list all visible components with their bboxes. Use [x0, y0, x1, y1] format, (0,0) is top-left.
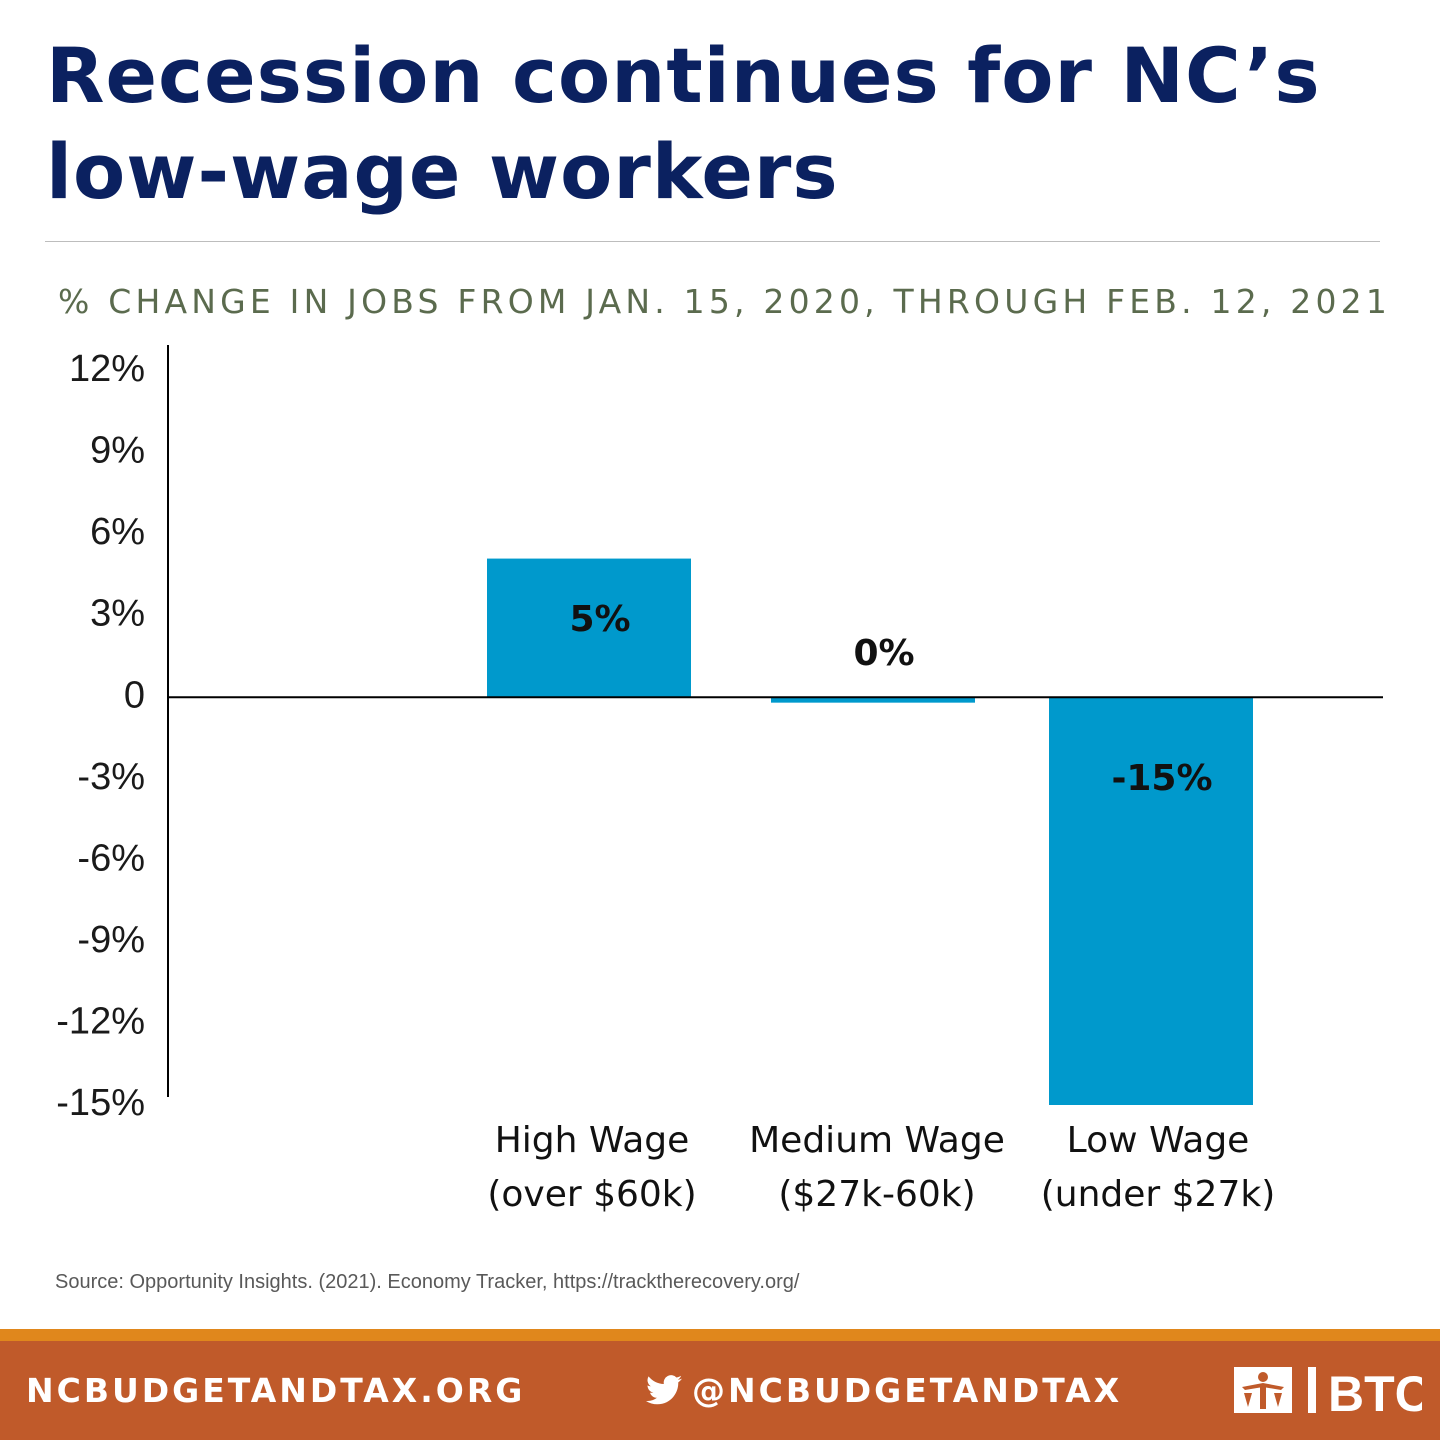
category-label: High Wage	[495, 1120, 690, 1161]
logo-text: BTC	[1328, 1366, 1422, 1417]
website-link[interactable]: NCBUDGETANDTAX.ORG	[26, 1371, 526, 1410]
y-tick-label: 12%	[69, 348, 145, 390]
y-tick-label: -12%	[56, 1000, 145, 1042]
category-label: Low Wage	[1067, 1120, 1250, 1161]
footer-stripe	[0, 1329, 1440, 1341]
y-tick-label: 3%	[90, 593, 145, 635]
data-label: 0%	[853, 633, 914, 674]
title-divider	[45, 241, 1380, 242]
y-tick-label: -9%	[77, 919, 145, 961]
y-tick-label: -3%	[77, 756, 145, 798]
category-sublabel: ($27k-60k)	[778, 1174, 975, 1215]
data-label: 5%	[569, 599, 630, 640]
bar	[487, 558, 691, 698]
chart-subtitle: % CHANGE IN JOBS FROM JAN. 15, 2020, THR…	[58, 282, 1392, 321]
page-title: Recession continues for NC’s low-wage wo…	[46, 31, 1321, 216]
twitter-handle[interactable]: @NCBUDGETANDTAX	[646, 1371, 1122, 1410]
y-tick-label: -6%	[77, 837, 145, 879]
source-note: Source: Opportunity Insights. (2021). Ec…	[55, 1271, 800, 1293]
footer-bar: NCBUDGETANDTAX.ORG @NCBUDGETANDTAX BTC	[0, 1341, 1440, 1440]
data-label: -15%	[1111, 758, 1212, 799]
twitter-bird-icon	[646, 1374, 682, 1404]
category-sublabel: (over $60k)	[487, 1174, 696, 1215]
bar	[771, 697, 975, 703]
bar	[1049, 697, 1253, 1105]
category-label: Medium Wage	[749, 1120, 1005, 1161]
y-tick-label: 6%	[90, 511, 145, 553]
category-sublabel: (under $27k)	[1041, 1174, 1276, 1215]
y-tick-label: 0	[124, 674, 145, 716]
twitter-handle-text: @NCBUDGETANDTAX	[692, 1371, 1123, 1410]
y-tick-label: -15%	[56, 1082, 145, 1124]
btc-logo-icon: BTC	[1234, 1366, 1422, 1417]
y-tick-label: 9%	[90, 430, 145, 472]
bar-chart: 12% 9% 6% 3% 0 -3% -6% -9% -12% -15% 5% 0% -15% High …	[56, 345, 1383, 1215]
